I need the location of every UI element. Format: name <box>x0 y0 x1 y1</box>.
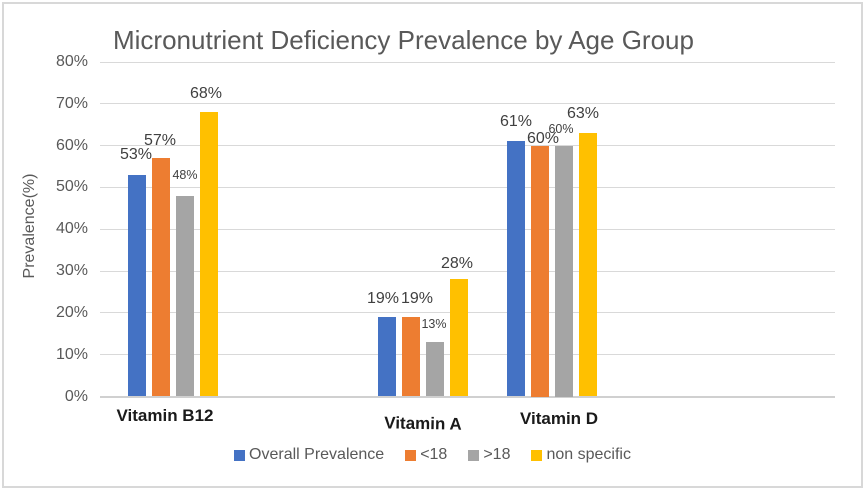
data-label-18-vitamin-a: 19% <box>400 290 434 308</box>
bar-overall-prevalence-vitamin-b12 <box>128 174 146 397</box>
gridline <box>100 270 835 272</box>
gridline <box>100 145 835 147</box>
category-label-vitamin-d: Vitamin D <box>519 409 599 428</box>
bar-18-vitamin-b12 <box>152 158 170 397</box>
x-axis-line <box>100 396 835 398</box>
bar-overall-prevalence-vitamin-d <box>507 141 525 397</box>
legend-swatch-icon <box>405 449 417 461</box>
gridline <box>100 228 835 230</box>
bar-non-specific-vitamin-b12 <box>200 112 218 397</box>
bar-18-vitamin-d <box>531 145 549 397</box>
legend-label: Overall Prevalence <box>249 446 385 463</box>
y-tick-label: 50% <box>55 178 88 196</box>
bar-18-vitamin-a <box>402 317 420 397</box>
data-label-18-vitamin-b12: 57% <box>143 132 177 150</box>
y-tick-label: 40% <box>55 220 88 238</box>
y-tick-label: 0% <box>64 387 88 405</box>
y-tick-label: 20% <box>55 303 88 321</box>
legend: Overall Prevalence <18 >18 non specific <box>0 444 865 466</box>
legend-item-overall-prevalence: Overall Prevalence <box>234 446 384 464</box>
gridline <box>100 186 835 188</box>
legend-label: non specific <box>546 446 631 463</box>
bar-18-vitamin-b12 <box>176 195 194 397</box>
y-tick-label: 80% <box>55 53 88 70</box>
gridline <box>100 61 835 63</box>
data-label-non-specific-vitamin-d: 63% <box>566 105 600 123</box>
legend-label: <18 <box>420 446 448 463</box>
category-label-vitamin-a: Vitamin A <box>384 413 462 434</box>
legend-swatch-icon <box>468 449 480 461</box>
y-tick-label: 30% <box>55 262 88 280</box>
bar-18-vitamin-d <box>555 145 573 397</box>
category-label-vitamin-b12: Vitamin B12 <box>116 406 214 425</box>
data-label-overall-prevalence-vitamin-b12: 53% <box>119 145 153 163</box>
legend-item-non-specific: non specific <box>531 446 631 464</box>
gridline <box>100 103 835 105</box>
legend-swatch-icon <box>531 449 543 461</box>
data-label-18-vitamin-d: 60% <box>526 129 560 147</box>
bar-non-specific-vitamin-a <box>450 279 468 397</box>
legend-item-18: >18 <box>468 446 510 464</box>
legend-swatch-icon <box>234 449 246 461</box>
data-label-overall-prevalence-vitamin-d: 61% <box>499 113 533 131</box>
chart-title: Micronutrient Deficiency Prevalence by A… <box>113 25 694 55</box>
bar-non-specific-vitamin-d <box>579 133 597 397</box>
data-label-non-specific-vitamin-a: 28% <box>440 255 474 273</box>
y-tick-label: 10% <box>55 345 88 363</box>
y-tick-label: 70% <box>55 94 88 112</box>
bar-overall-prevalence-vitamin-a <box>378 317 396 397</box>
bar-18-vitamin-a <box>426 342 444 397</box>
legend-item-18: <18 <box>405 446 447 464</box>
data-label-18-vitamin-d: 60% <box>548 121 574 136</box>
y-tick-label: 60% <box>55 136 88 154</box>
data-label-overall-prevalence-vitamin-a: 19% <box>366 290 400 308</box>
data-label-18-vitamin-a: 13% <box>421 317 447 332</box>
data-label-18-vitamin-b12: 48% <box>172 167 198 182</box>
data-label-non-specific-vitamin-b12: 68% <box>189 85 223 103</box>
legend-label: >18 <box>483 446 511 463</box>
